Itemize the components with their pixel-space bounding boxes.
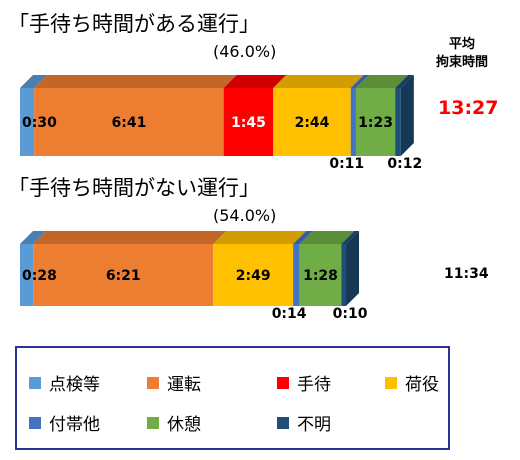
legend-item-1: 点検等	[29, 370, 100, 395]
legend-item-5: 付帯他	[29, 410, 100, 435]
bar-segment-2-6	[299, 231, 355, 306]
bar-segment-1-6	[355, 75, 409, 156]
legend-swatch	[29, 416, 41, 429]
legend-swatch	[147, 416, 159, 429]
legend-label: 運転	[167, 375, 201, 395]
data-label-1-1: 0:30	[22, 115, 57, 131]
bar-segment-2-5	[293, 231, 313, 306]
legend-label: 手待	[297, 375, 331, 395]
legend-item-6: 休憩	[147, 410, 201, 435]
data-label-1-3: 1:45	[231, 115, 266, 131]
legend-item-3: 手待	[277, 370, 331, 395]
bar-segment-2-4	[213, 231, 307, 306]
chart2-title: 「手待ち時間がない運行」	[8, 176, 260, 200]
bar-segment-1-4	[273, 75, 364, 156]
average-hours-header-line1: 平均	[448, 37, 475, 52]
legend-swatch	[277, 416, 289, 429]
data-label-1-7: 0:12	[387, 156, 422, 172]
chart2-share: (54.0%)	[213, 206, 277, 225]
legend-label: 点検等	[49, 375, 100, 395]
data-label-2-1: 0:28	[22, 268, 57, 284]
legend-item-7: 不明	[277, 410, 331, 435]
bar-segment-2-7	[341, 231, 360, 306]
average-hours-header: 平均 拘束時間	[426, 36, 498, 72]
chart1-share: (46.0%)	[213, 42, 277, 61]
data-label-2-6: 1:28	[303, 268, 338, 284]
legend-label: 休憩	[167, 415, 201, 435]
bar-segment-1-7	[395, 75, 414, 156]
data-label-1-4: 2:44	[295, 115, 330, 131]
data-label-1-5: 0:11	[329, 156, 364, 172]
legend-label: 不明	[297, 415, 331, 435]
bar-segment-1-5	[350, 75, 369, 156]
legend-swatch	[147, 376, 159, 389]
legend-swatch	[29, 376, 41, 389]
legend-item-2: 運転	[147, 370, 201, 395]
chart1-title: 「手待ち時間がある運行」	[8, 12, 260, 36]
data-label-2-7: 0:10	[333, 306, 368, 322]
legend-swatch	[277, 376, 289, 389]
data-label-2-2: 6:21	[106, 268, 141, 284]
bar-segment-1-2	[34, 75, 237, 156]
legend-swatch	[385, 376, 397, 389]
bar-segment-2-2	[33, 231, 227, 306]
data-label-1-6: 1:23	[358, 115, 393, 131]
data-label-1-2: 6:41	[111, 115, 146, 131]
legend-label: 付帯他	[49, 415, 100, 435]
average-hours-with-wait: 13:27	[438, 97, 499, 119]
data-label-2-5: 0:14	[272, 306, 307, 322]
stacked-bar-chart: 0:30 6:41 1:45 2:44 0:11 1:23 0:12 0:28 6:21 2:49…	[20, 75, 422, 322]
bar-side-1	[400, 75, 414, 156]
average-hours-without-wait: 11:34	[444, 266, 489, 282]
bar-side-2	[346, 231, 360, 306]
bar-segment-2-1	[20, 231, 47, 306]
legend-label: 荷役	[405, 375, 439, 395]
bar-segment-1-3	[223, 75, 287, 156]
data-label-2-4: 2:49	[236, 268, 271, 284]
legend: 点検等 運転 手待 荷役付帯他 休憩 不明	[15, 346, 450, 450]
average-hours-header-line2: 拘束時間	[435, 55, 488, 70]
legend-item-4: 荷役	[385, 370, 439, 395]
bar-segment-1-1	[20, 75, 48, 156]
